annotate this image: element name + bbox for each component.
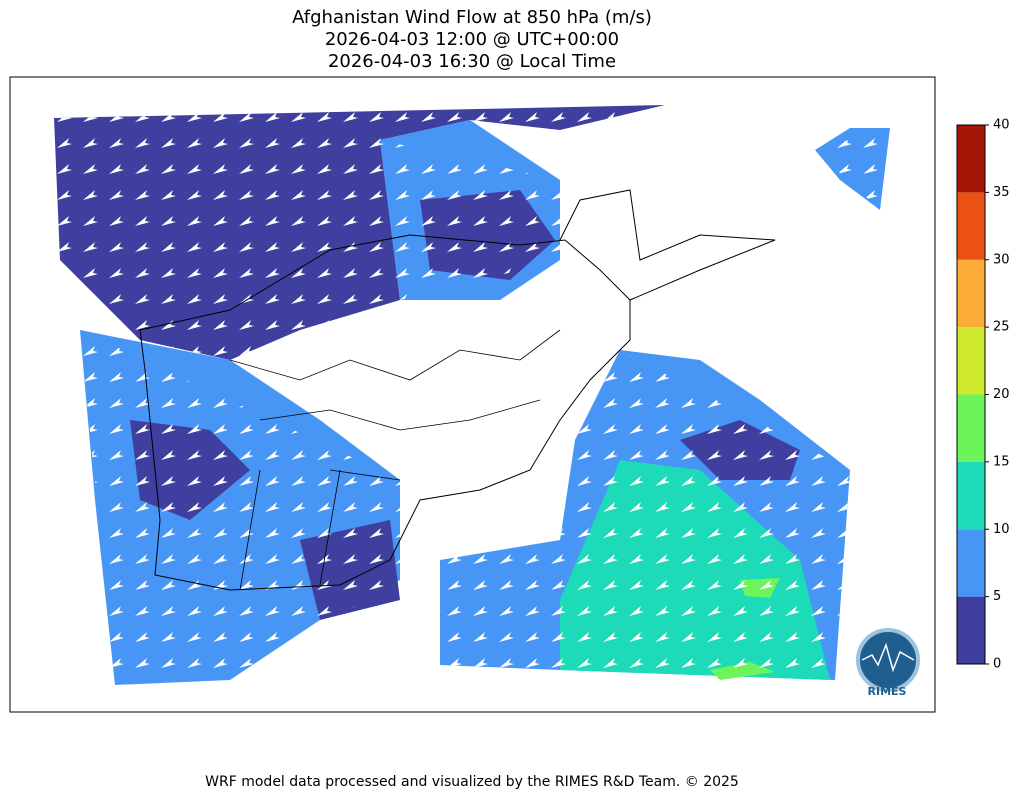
colorbar-bin	[957, 461, 985, 530]
colorbar-bin	[957, 327, 985, 395]
colorbar-tick-label: 40	[993, 118, 1010, 133]
colorbar-tick-label: 0	[993, 657, 1001, 672]
colorbar-tick-label: 5	[993, 589, 1001, 604]
colorbar-bin	[957, 192, 985, 260]
footer: WRF model data processed and visualized …	[205, 774, 739, 790]
colorbar-bin	[957, 394, 985, 462]
title-line: 2026-04-03 16:30 @ Local Time	[328, 51, 616, 72]
colorbar-tick-label: 35	[993, 185, 1010, 200]
colorbar-tick-label: 15	[993, 454, 1010, 469]
rimes-logo: RIMES	[856, 628, 920, 698]
map-frame	[9, 76, 936, 713]
colorbar: 0 5 10 15 20 25 30 35 40	[956, 118, 1010, 672]
colorbar-bin	[957, 125, 985, 193]
title-line: 2026-04-03 12:00 @ UTC+00:00	[325, 29, 619, 50]
colorbar-bin	[957, 259, 985, 328]
logo-text: RIMES	[868, 685, 907, 698]
colorbar-tick-label: 20	[993, 387, 1010, 402]
colorbar-tick-label: 25	[993, 320, 1010, 335]
colorbar-bin	[957, 529, 985, 597]
colorbar-tick-label: 30	[993, 252, 1010, 267]
colorbar-bin	[957, 596, 985, 664]
colorbar-tick-label: 10	[993, 522, 1010, 537]
wind-field	[54, 105, 890, 685]
title-line: Afghanistan Wind Flow at 850 hPa (m/s)	[292, 7, 652, 28]
